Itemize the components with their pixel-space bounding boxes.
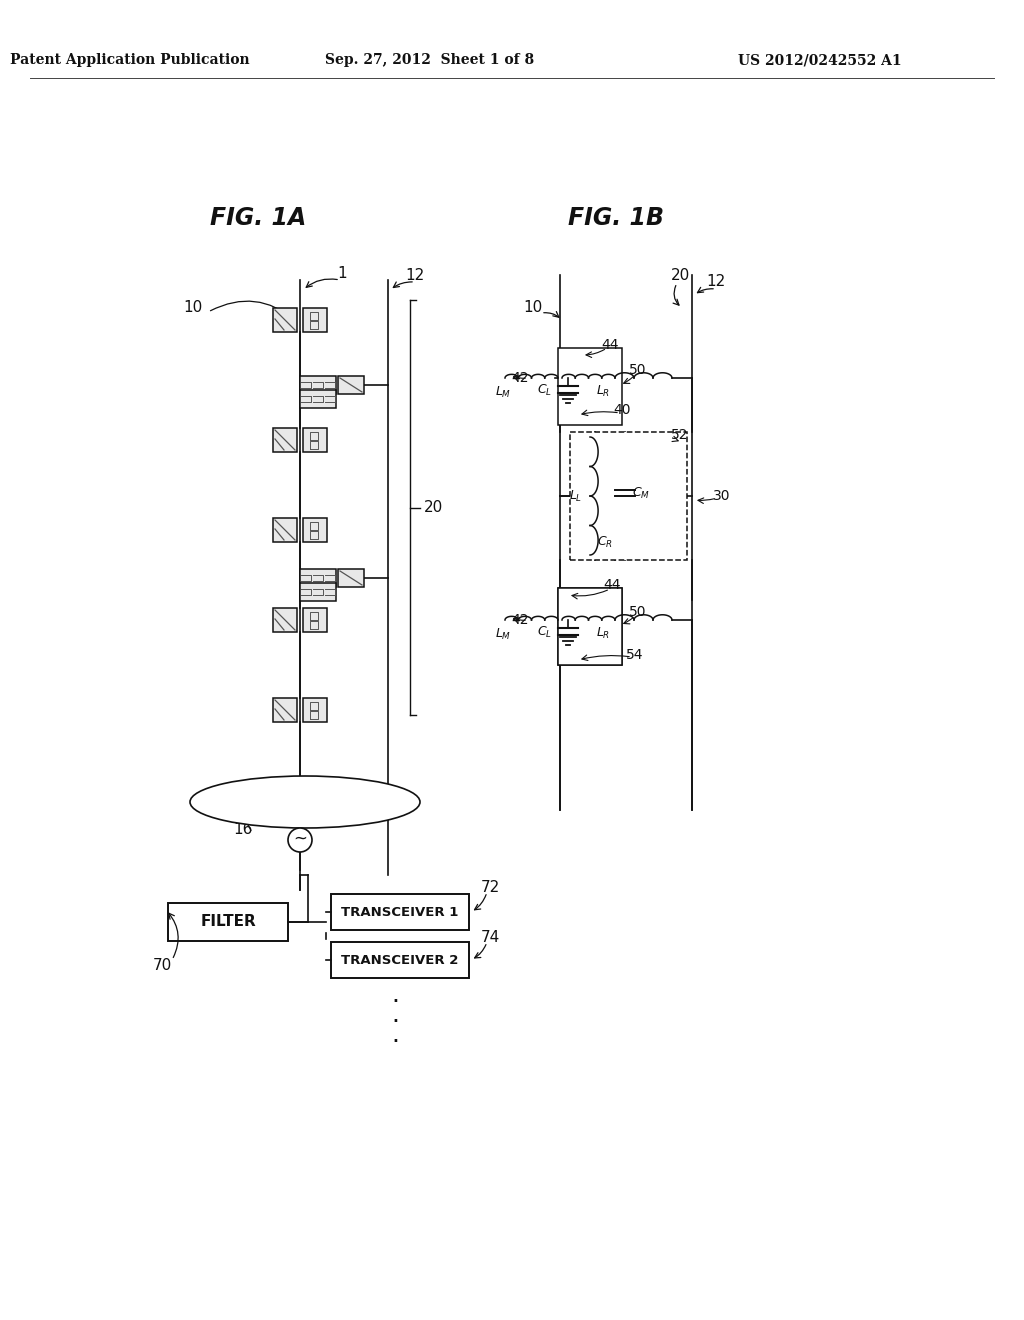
FancyBboxPatch shape: [300, 583, 336, 601]
Text: Sep. 27, 2012  Sheet 1 of 8: Sep. 27, 2012 Sheet 1 of 8: [326, 53, 535, 67]
Text: 40: 40: [613, 403, 631, 417]
FancyBboxPatch shape: [273, 609, 297, 632]
Text: 74: 74: [480, 931, 500, 945]
Text: ·: ·: [391, 1030, 399, 1053]
Text: 10: 10: [523, 300, 543, 314]
Text: $C_M$: $C_M$: [632, 486, 650, 500]
FancyBboxPatch shape: [273, 308, 297, 333]
Text: $L_R$: $L_R$: [596, 383, 610, 399]
Text: 1: 1: [337, 267, 347, 281]
FancyBboxPatch shape: [300, 376, 336, 393]
Text: $L_M$: $L_M$: [495, 384, 511, 400]
Text: 54: 54: [627, 648, 644, 663]
Text: $C_L$: $C_L$: [538, 383, 553, 397]
FancyBboxPatch shape: [338, 569, 364, 587]
FancyBboxPatch shape: [273, 428, 297, 451]
FancyBboxPatch shape: [558, 587, 622, 665]
Circle shape: [288, 828, 312, 851]
Text: ~: ~: [293, 830, 307, 847]
Text: 20: 20: [424, 500, 443, 515]
Text: 12: 12: [707, 275, 726, 289]
Text: 20: 20: [671, 268, 689, 282]
FancyBboxPatch shape: [303, 428, 327, 451]
FancyBboxPatch shape: [558, 587, 622, 665]
Text: ·: ·: [391, 990, 399, 1014]
Text: 42: 42: [511, 371, 528, 385]
Text: FIG. 1B: FIG. 1B: [568, 206, 664, 230]
FancyBboxPatch shape: [303, 517, 327, 543]
Text: 50: 50: [630, 605, 647, 619]
Text: $L_M$: $L_M$: [495, 627, 511, 642]
Text: TRANSCEIVER 2: TRANSCEIVER 2: [341, 953, 459, 966]
Text: 12: 12: [406, 268, 425, 282]
Text: 70: 70: [153, 957, 172, 973]
Text: 50: 50: [630, 363, 647, 378]
FancyBboxPatch shape: [273, 517, 297, 543]
Text: US 2012/0242552 A1: US 2012/0242552 A1: [738, 53, 902, 67]
FancyBboxPatch shape: [303, 609, 327, 632]
Text: $L_L$: $L_L$: [569, 488, 583, 503]
Text: $C_L$: $C_L$: [538, 624, 553, 640]
Text: $C_R$: $C_R$: [597, 535, 613, 549]
Text: 30: 30: [714, 488, 731, 503]
Text: TRANSCEIVER 1: TRANSCEIVER 1: [341, 906, 459, 919]
Text: ·: ·: [391, 1010, 399, 1034]
Text: 72: 72: [480, 880, 500, 895]
Text: 42: 42: [511, 612, 528, 627]
Text: 44: 44: [603, 578, 621, 591]
FancyBboxPatch shape: [338, 376, 364, 393]
FancyBboxPatch shape: [558, 348, 622, 425]
FancyBboxPatch shape: [303, 308, 327, 333]
Text: 16: 16: [233, 822, 253, 837]
Text: Patent Application Publication: Patent Application Publication: [10, 53, 250, 67]
Text: 10: 10: [183, 300, 203, 314]
Text: FILTER: FILTER: [200, 915, 256, 929]
FancyBboxPatch shape: [331, 942, 469, 978]
Text: 14: 14: [258, 799, 278, 813]
FancyBboxPatch shape: [300, 389, 336, 408]
Ellipse shape: [190, 776, 420, 828]
Text: $L_R$: $L_R$: [596, 626, 610, 640]
FancyBboxPatch shape: [273, 698, 297, 722]
FancyBboxPatch shape: [300, 569, 336, 587]
FancyBboxPatch shape: [168, 903, 288, 941]
FancyBboxPatch shape: [303, 698, 327, 722]
Text: FIG. 1A: FIG. 1A: [210, 206, 306, 230]
FancyBboxPatch shape: [570, 432, 687, 560]
Text: 44: 44: [601, 338, 618, 352]
FancyBboxPatch shape: [331, 894, 469, 931]
Text: 52: 52: [672, 428, 689, 442]
